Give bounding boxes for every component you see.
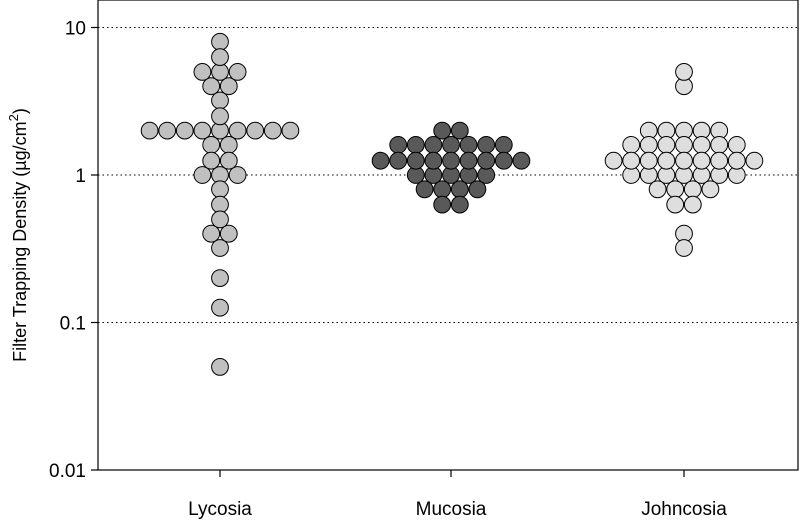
- data-point: [683, 180, 702, 199]
- data-point: [424, 151, 443, 170]
- data-point: [701, 180, 720, 199]
- data-point: [710, 151, 729, 170]
- data-point: [459, 135, 478, 154]
- data-point: [710, 135, 729, 154]
- data-point: [211, 358, 229, 376]
- data-point: [263, 121, 282, 140]
- data-point: [228, 166, 247, 184]
- data-point: [219, 135, 238, 154]
- data-point: [246, 121, 265, 140]
- data-point: [622, 151, 641, 170]
- data-point: [450, 195, 469, 214]
- data-point: [211, 48, 229, 66]
- y-axis-title: Filter Trapping Density (µg/cm2): [6, 108, 30, 362]
- data-point: [442, 135, 460, 154]
- data-point: [193, 166, 212, 184]
- y-axis-title-suffix: ): [10, 108, 30, 114]
- data-point: [450, 180, 469, 199]
- data-point: [211, 239, 229, 257]
- data-point: [371, 151, 390, 170]
- data-point: [415, 180, 434, 199]
- data-point: [477, 135, 496, 154]
- y-axis-title-superscript: 2: [6, 114, 21, 121]
- y-tick-label: 0.1: [60, 314, 86, 335]
- data-point: [657, 151, 676, 170]
- x-axis-ticks: Lycosia Mucosia Johncosia: [188, 470, 727, 520]
- data-point: [622, 135, 641, 154]
- data-point: [211, 91, 229, 110]
- data-point: [211, 195, 229, 214]
- y-tick-label: 10: [65, 19, 86, 40]
- data-point: [211, 63, 229, 81]
- data-points: [140, 32, 764, 376]
- data-point: [202, 135, 221, 154]
- data-point: [219, 151, 238, 170]
- data-point: [692, 151, 711, 170]
- data-point: [219, 224, 238, 243]
- data-point: [727, 151, 746, 170]
- data-point: [727, 135, 746, 154]
- data-point: [211, 107, 229, 126]
- data-point: [675, 63, 693, 81]
- data-point: [202, 224, 221, 243]
- data-point: [666, 195, 685, 214]
- y-axis-title-text: Filter Trapping Density (µg/cm: [10, 121, 30, 361]
- data-point: [211, 180, 229, 199]
- data-point: [639, 135, 658, 154]
- data-point: [175, 121, 194, 140]
- data-point: [406, 151, 425, 170]
- data-point: [442, 151, 460, 170]
- data-point: [675, 239, 693, 257]
- x-category-label: Johncosia: [641, 499, 727, 520]
- data-point: [433, 195, 452, 214]
- data-point: [158, 121, 177, 140]
- data-point: [459, 151, 478, 170]
- data-point: [140, 121, 159, 140]
- data-point: [745, 151, 764, 170]
- data-point: [494, 135, 513, 154]
- data-point: [657, 135, 676, 154]
- x-category-label: Lycosia: [188, 499, 252, 520]
- data-point: [477, 151, 496, 170]
- data-point: [228, 63, 247, 81]
- data-point: [202, 151, 221, 170]
- data-point: [683, 195, 702, 214]
- data-point: [639, 151, 658, 170]
- data-point: [494, 151, 513, 170]
- y-axis-ticks: 0.01 0.1 1 10: [49, 19, 98, 482]
- data-point: [211, 298, 229, 317]
- plot-frame: [97, 0, 799, 471]
- data-point: [424, 135, 443, 154]
- data-point: [211, 210, 229, 229]
- data-point: [450, 121, 469, 140]
- data-point: [406, 135, 425, 154]
- data-point: [468, 180, 487, 199]
- data-point: [219, 77, 238, 96]
- data-point: [193, 63, 212, 81]
- data-point: [692, 135, 711, 154]
- data-point: [281, 121, 300, 140]
- data-point: [604, 151, 623, 170]
- data-point: [389, 151, 408, 170]
- data-point: [228, 121, 247, 140]
- data-point: [675, 151, 693, 170]
- y-tick-label: 1: [75, 166, 86, 187]
- y-tick-label: 0.01: [49, 461, 86, 482]
- data-point: [211, 269, 229, 287]
- data-point: [666, 180, 685, 199]
- data-point: [512, 151, 531, 170]
- data-point: [211, 32, 229, 51]
- data-point: [433, 121, 452, 140]
- data-point: [389, 135, 408, 154]
- x-category-label: Mucosia: [416, 499, 487, 520]
- data-point: [202, 77, 221, 96]
- data-point: [648, 180, 667, 199]
- data-point: [433, 180, 452, 199]
- data-point: [193, 121, 212, 140]
- data-point: [675, 135, 693, 154]
